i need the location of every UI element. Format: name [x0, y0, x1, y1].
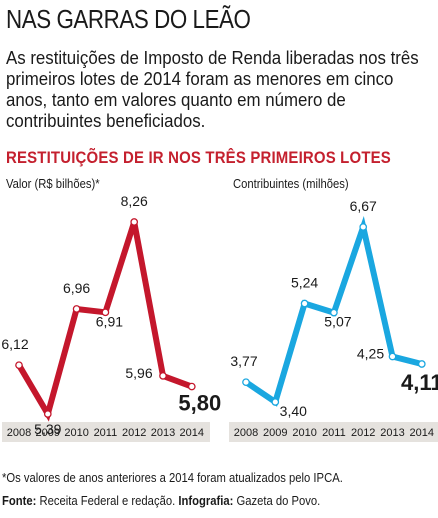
- infographic-label: Infografia:: [178, 494, 234, 508]
- x-tick-label: 2013: [380, 427, 404, 439]
- data-point: [101, 308, 110, 317]
- right-chart-ylabel: Contribuintes (milhões): [233, 177, 349, 191]
- data-point: [359, 223, 368, 231]
- data-point: [72, 305, 81, 313]
- source-line: Fonte: Receita Federal e redação. Infogr…: [2, 494, 320, 508]
- x-tick-label: 2014: [180, 427, 204, 439]
- data-label: 6,96: [63, 280, 90, 296]
- data-label: 6,91: [96, 313, 123, 329]
- data-label: 5,24: [291, 275, 318, 291]
- x-tick-label: 2011: [322, 427, 346, 439]
- x-tick-label: 2008: [7, 427, 31, 439]
- data-point: [43, 410, 52, 418]
- left-chart-ylabel: Valor (R$ bilhões)*: [6, 177, 100, 191]
- x-axis-band: [229, 422, 438, 442]
- data-label: 4,11: [401, 370, 438, 395]
- data-label: 6,12: [1, 336, 28, 352]
- source-label: Fonte:: [2, 494, 37, 508]
- data-label: 3,77: [230, 353, 257, 369]
- data-point: [417, 360, 426, 368]
- intro-paragraph: As restituições de Imposto de Renda libe…: [6, 47, 419, 131]
- data-point: [300, 299, 309, 308]
- source-text: Receita Federal e redação.: [39, 494, 176, 508]
- page-title: NAS GARRAS DO LEÃO: [6, 4, 251, 34]
- x-tick-label: 2011: [94, 427, 118, 439]
- x-tick-label: 2010: [292, 427, 316, 439]
- data-point: [271, 398, 280, 406]
- data-label: 4,25: [357, 346, 384, 362]
- data-label: 8,26: [121, 195, 148, 209]
- x-tick-label: 2013: [151, 427, 175, 439]
- data-point: [130, 218, 139, 226]
- data-point: [159, 372, 167, 380]
- x-tick-label: 2008: [234, 427, 258, 439]
- x-tick-label: 2009: [263, 427, 287, 439]
- data-label: 3,40: [280, 403, 307, 419]
- x-axis-band: [2, 422, 210, 442]
- data-label: 5,96: [125, 365, 152, 381]
- data-point: [242, 378, 250, 387]
- chart-heading: RESTITUIÇÕES DE IR NOS TRÊS PRIMEIROS LO…: [6, 148, 391, 167]
- data-point: [15, 361, 23, 370]
- data-label: 5,39: [34, 421, 61, 437]
- footnote: *Os valores de anos anteriores a 2014 fo…: [2, 471, 343, 485]
- x-tick-label: 2014: [410, 427, 434, 439]
- data-label: 6,67: [350, 198, 377, 214]
- infographic-text: Gazeta do Povo.: [236, 494, 321, 508]
- data-label: 5,07: [324, 314, 351, 330]
- x-tick-label: 2012: [122, 427, 146, 439]
- data-point: [388, 352, 397, 361]
- x-tick-label: 2012: [351, 427, 375, 439]
- data-point: [330, 308, 338, 317]
- data-point: [187, 382, 196, 391]
- data-label: 5,80: [178, 391, 221, 416]
- x-tick-label: 2009: [36, 427, 60, 439]
- x-tick-label: 2010: [64, 427, 88, 439]
